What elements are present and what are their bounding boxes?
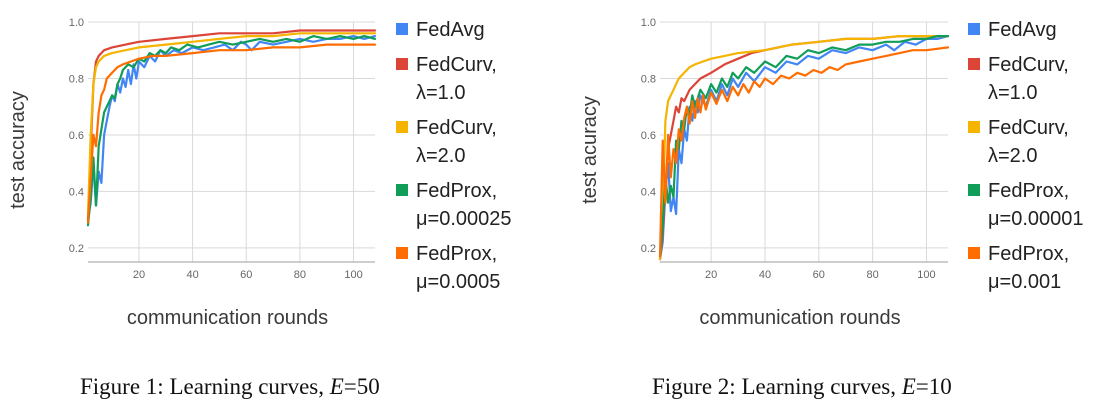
chart-1-y-axis-label: test accuracy [7,91,29,209]
figure-1-caption: Figure 1: Learning curves, E=50 [80,374,380,400]
chart-2-ytick-label-1: 0.4 [641,186,656,198]
chart-1-legend-label-3-1: FedCurv, [416,117,497,139]
chart-1-ytick-label-2: 0.6 [69,130,84,142]
chart-1-legend-label-2-1: FedCurv, [416,54,497,76]
chart-1-ytick-label-1: 0.4 [69,186,84,198]
chart-1-series-line-4 [86,34,377,227]
figure-1-caption-suffix: =50 [343,374,380,399]
figure-2-caption-prefix: Figure 2: Learning curves, [652,374,902,399]
chart-2-legend-label-4-1: FedProx, [988,180,1069,202]
chart-2-y-axis-label: test acuracy [579,96,601,204]
chart-2-series-line-2 [658,34,950,261]
chart-2-legend-label-2-2: λ=1.0 [988,82,1037,104]
figure-2-caption-suffix: =10 [915,374,952,399]
chart-panel-2: 0.2 0.4 0.6 0.8 1.0 20 40 60 80 100 test acuracy co… [572,0,1105,411]
chart-panel-1: 0.2 0.4 0.6 0.8 1.0 20 40 60 80 100 test accuracy c… [0,0,552,411]
chart-2-svg: 0.2 0.4 0.6 0.8 1.0 20 40 60 80 100 test acuracy co… [579,17,1084,329]
chart-2-ytick-label-0: 0.2 [641,243,656,255]
chart-1-legend-label-3-2: λ=2.0 [416,145,465,167]
chart-2-xtick-label-1: 40 [759,269,771,281]
chart-2-xtick-label-2: 60 [813,269,825,281]
chart-1-legend-label-4-2: μ=0.00025 [416,208,512,230]
chart-2-series-line-4 [658,34,950,258]
chart-2-legend-swatch-2 [968,58,980,70]
figure-2-caption-var: E [901,374,916,399]
chart-2-legend-label-5-2: μ=0.001 [988,271,1061,293]
chart-1-ytick-label-3: 0.8 [69,73,84,85]
chart-2-ytick-label-3: 0.8 [641,73,656,85]
chart-1-series-line-5 [86,43,377,224]
chart-1-legend-label-1-1: FedAvg [416,19,485,41]
figure-2-caption: Figure 2: Learning curves, E=10 [652,374,952,400]
chart-2-legend-label-2-1: FedCurv, [988,54,1069,76]
chart-1-legend-swatch-4 [396,184,408,196]
chart-2-x-axis-label: communication rounds [699,307,900,329]
chart-1-series-line-2 [86,29,377,221]
chart-1-svg: 0.2 0.4 0.6 0.8 1.0 20 40 60 80 100 test accuracy c… [7,17,512,329]
chart-2-series-line-1 [658,34,950,261]
chart-1-legend-label-5-2: μ=0.0005 [416,271,500,293]
chart-1-xtick-label-0: 20 [133,269,145,281]
chart-1-legend-label-5-1: FedProx, [416,243,497,265]
chart-2-legend-label-4-2: μ=0.00001 [988,208,1084,230]
chart-2-series-line-3 [658,34,950,261]
figure-1-caption-var: E [329,374,344,399]
chart-1-xtick-label-4: 100 [344,269,362,281]
chart-1-legend-label-2-2: λ=1.0 [416,82,465,104]
chart-1-x-axis-label: communication rounds [127,307,328,329]
chart-2-ytick-label-2: 0.6 [641,130,656,142]
chart-2-legend-label-3-2: λ=2.0 [988,145,1037,167]
chart-1-ytick-label-4: 1.0 [69,17,84,29]
chart-2-series-line-5 [658,46,950,258]
chart-2-ytick-label-4: 1.0 [641,17,656,29]
chart-2-legend-swatch-3 [968,121,980,133]
chart-1-xtick-label-2: 60 [240,269,252,281]
chart-1-series-line-1 [86,34,377,221]
chart-1-legend-swatch-3 [396,121,408,133]
chart-2-legend-swatch-5 [968,247,980,259]
chart-2-legend-swatch-4 [968,184,980,196]
chart-1-legend-swatch-1 [396,23,408,35]
chart-1-legend-swatch-5 [396,247,408,259]
chart-2-legend-label-5-1: FedProx, [988,243,1069,265]
chart-1-series-line-3 [86,32,377,216]
chart-2-legend-label-3-1: FedCurv, [988,117,1069,139]
chart-1-xtick-label-1: 40 [186,269,198,281]
chart-2-xtick-label-4: 100 [917,269,935,281]
chart-1-legend-label-4-1: FedProx, [416,180,497,202]
chart-2-legend-swatch-1 [968,23,980,35]
chart-2-xtick-label-0: 20 [705,269,717,281]
chart-2-xtick-label-3: 80 [867,269,879,281]
figure-1-caption-prefix: Figure 1: Learning curves, [80,374,330,399]
chart-1-legend-swatch-2 [396,58,408,70]
chart-1-ytick-label-0: 0.2 [69,243,84,255]
chart-1-xtick-label-3: 80 [294,269,306,281]
chart-2-legend-label-1-1: FedAvg [988,19,1057,41]
